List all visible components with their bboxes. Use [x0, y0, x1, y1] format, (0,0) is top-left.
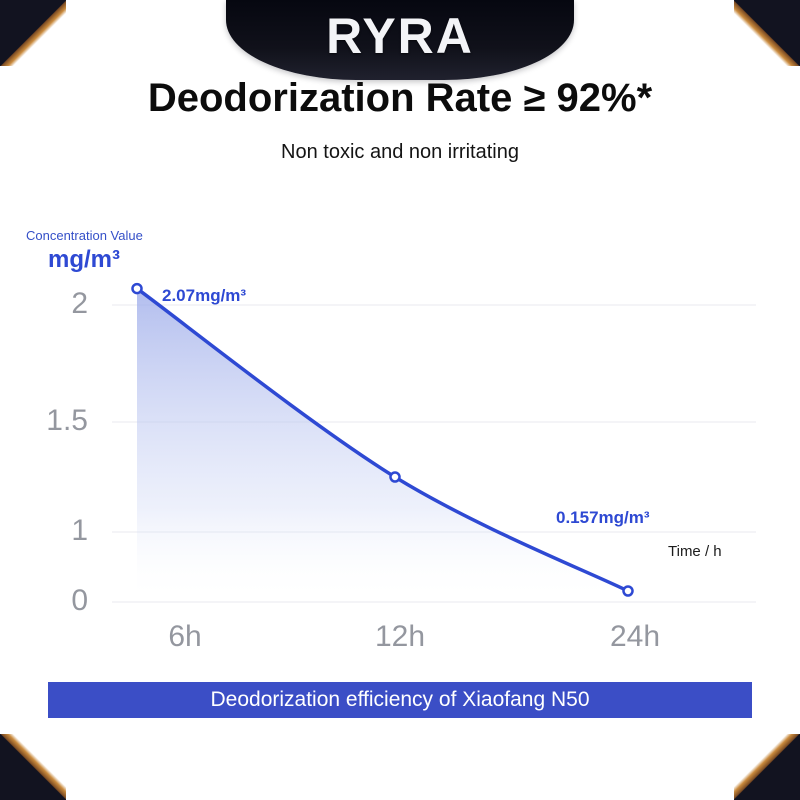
caption-banner: Deodorization efficiency of Xiaofang N50: [48, 682, 752, 718]
corner-decoration-bottom-left: [0, 734, 66, 800]
end-value-annotation: 0.157mg/m³: [556, 508, 650, 527]
y-axis-title: Concentration Value mg/m³: [26, 228, 143, 274]
corner-decoration-top-right: [734, 0, 800, 66]
y-tick-0: 0: [71, 584, 88, 617]
corner-decoration-bottom-right: [734, 734, 800, 800]
page-subtitle: Non toxic and non irritating: [281, 141, 519, 163]
x-tick-12h: 12h: [374, 620, 426, 653]
y-tick-2: 2: [71, 287, 88, 320]
x-tick-24h: 24h: [609, 620, 661, 653]
corner-decoration-top-left: [0, 0, 66, 66]
y-tick-1-5: 1.5: [46, 404, 88, 437]
page-title: Deodorization Rate ≥ 92%*: [147, 76, 653, 120]
brand-banner: RYRA: [226, 0, 574, 80]
x-axis-title: Time / h: [668, 543, 722, 560]
brand-logo: RYRA: [326, 8, 474, 64]
x-tick-6h: 6h: [168, 620, 202, 653]
y-axis-unit: mg/m³: [48, 246, 120, 273]
caption-text: Deodorization efficiency of Xiaofang N50: [210, 688, 590, 711]
y-axis-title-text: Concentration Value: [26, 228, 143, 243]
y-tick-1: 1: [71, 514, 88, 547]
start-value-annotation: 2.07mg/m³: [162, 286, 247, 305]
